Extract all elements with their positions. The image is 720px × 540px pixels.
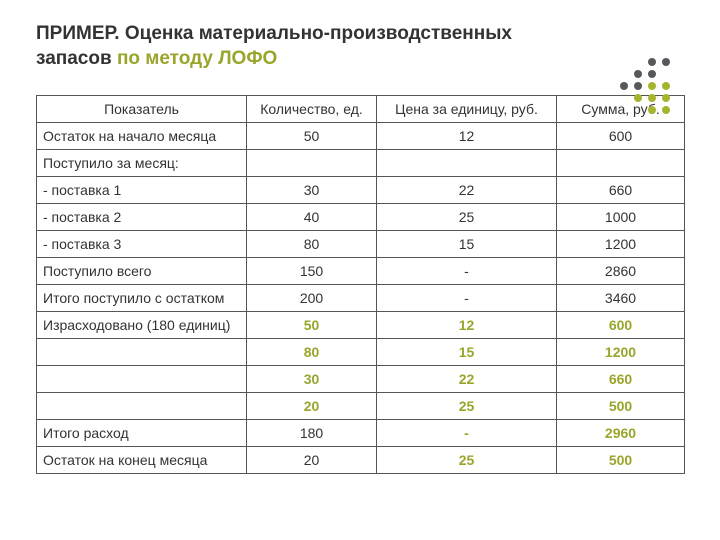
table-row: Поступило за месяц: [37, 150, 685, 177]
table-cell [37, 366, 247, 393]
table-cell: 50 [247, 123, 377, 150]
table-cell: 30 [247, 366, 377, 393]
decorative-dots-icon [596, 56, 680, 120]
table-cell [37, 339, 247, 366]
table-row: - поставка 240251000 [37, 204, 685, 231]
table-cell: 500 [557, 447, 685, 474]
table-cell: 40 [247, 204, 377, 231]
table-cell: - поставка 2 [37, 204, 247, 231]
table-cell: 600 [557, 312, 685, 339]
table-row: - поставка 380151200 [37, 231, 685, 258]
table-row: Поступило всего150-2860 [37, 258, 685, 285]
table-cell: 25 [377, 393, 557, 420]
table-cell: 50 [247, 312, 377, 339]
table-cell: 600 [557, 123, 685, 150]
table-row: 3022660 [37, 366, 685, 393]
table-cell: 150 [247, 258, 377, 285]
table-cell: 20 [247, 447, 377, 474]
table-cell: - [377, 258, 557, 285]
table-row: Остаток на конец месяца2025500 [37, 447, 685, 474]
page-title: ПРИМЕР. Оценка материально-производствен… [36, 22, 576, 71]
col-header: Количество, ед. [247, 96, 377, 123]
table-row: 2025500 [37, 393, 685, 420]
table-cell [37, 393, 247, 420]
table-cell: 1200 [557, 231, 685, 258]
table-cell: 1200 [557, 339, 685, 366]
table-row: - поставка 13022660 [37, 177, 685, 204]
table-cell: 80 [247, 339, 377, 366]
slide: ПРИМЕР. Оценка материально-производствен… [0, 0, 720, 540]
table-cell: 2860 [557, 258, 685, 285]
table-cell: Остаток на начало месяца [37, 123, 247, 150]
table-cell: 2960 [557, 420, 685, 447]
table-cell: 1000 [557, 204, 685, 231]
table-cell: 25 [377, 447, 557, 474]
table-cell [557, 150, 685, 177]
table-cell: - [377, 285, 557, 312]
table-cell: 30 [247, 177, 377, 204]
table-cell: 500 [557, 393, 685, 420]
table-header-row: Показатель Количество, ед. Цена за едини… [37, 96, 685, 123]
col-header: Цена за единицу, руб. [377, 96, 557, 123]
inventory-table: Показатель Количество, ед. Цена за едини… [36, 95, 685, 474]
table-cell: Остаток на конец месяца [37, 447, 247, 474]
table-row: Остаток на начало месяца5012600 [37, 123, 685, 150]
title-accent: по методу ЛОФО [117, 48, 277, 69]
table-cell: 15 [377, 231, 557, 258]
table-cell: Поступило всего [37, 258, 247, 285]
table-cell: Поступило за месяц: [37, 150, 247, 177]
table-cell: - поставка 3 [37, 231, 247, 258]
table-cell: 20 [247, 393, 377, 420]
table-cell: 660 [557, 366, 685, 393]
table-cell: Израсходовано (180 единиц) [37, 312, 247, 339]
table-cell: 3460 [557, 285, 685, 312]
table-cell: 180 [247, 420, 377, 447]
table-cell: 12 [377, 123, 557, 150]
table-cell: - поставка 1 [37, 177, 247, 204]
table-cell: 25 [377, 204, 557, 231]
table-row: Итого поступило с остатком200-3460 [37, 285, 685, 312]
table-cell: 12 [377, 312, 557, 339]
table-cell: 22 [377, 177, 557, 204]
table-cell: 660 [557, 177, 685, 204]
table-cell [377, 150, 557, 177]
table-cell [247, 150, 377, 177]
table-cell: 80 [247, 231, 377, 258]
table-cell: Итого поступило с остатком [37, 285, 247, 312]
table-row: Израсходовано (180 единиц)5012600 [37, 312, 685, 339]
table-cell: 15 [377, 339, 557, 366]
table-row: 80151200 [37, 339, 685, 366]
table-cell: Итого расход [37, 420, 247, 447]
table-cell: 200 [247, 285, 377, 312]
table-cell: - [377, 420, 557, 447]
col-header: Показатель [37, 96, 247, 123]
table-cell: 22 [377, 366, 557, 393]
table-row: Итого расход180-2960 [37, 420, 685, 447]
